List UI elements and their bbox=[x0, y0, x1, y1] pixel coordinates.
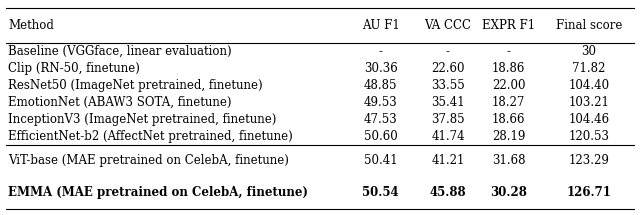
Text: InceptionV3 (ImageNet pretrained, finetune): InceptionV3 (ImageNet pretrained, finetu… bbox=[8, 113, 276, 126]
Text: 22.00: 22.00 bbox=[492, 79, 525, 92]
Text: ViT-base (MAE pretrained on CelebA, finetune): ViT-base (MAE pretrained on CelebA, fine… bbox=[8, 155, 289, 167]
Text: 50.60: 50.60 bbox=[364, 130, 397, 143]
Text: AU F1: AU F1 bbox=[362, 19, 399, 32]
Text: 45.88: 45.88 bbox=[429, 186, 467, 199]
Text: 104.46: 104.46 bbox=[568, 113, 609, 126]
Text: 49.53: 49.53 bbox=[364, 96, 397, 109]
Text: Method: Method bbox=[8, 19, 54, 32]
Text: Clip (RN-50, finetune): Clip (RN-50, finetune) bbox=[8, 62, 140, 75]
Text: 50.41: 50.41 bbox=[364, 155, 397, 167]
Text: EmotionNet (ABAW3 SOTA, finetune): EmotionNet (ABAW3 SOTA, finetune) bbox=[8, 96, 232, 109]
Text: Final score: Final score bbox=[556, 19, 622, 32]
Text: 22.60: 22.60 bbox=[431, 62, 465, 75]
Text: 120.53: 120.53 bbox=[568, 130, 609, 143]
Text: 41.21: 41.21 bbox=[431, 155, 465, 167]
Text: 41.74: 41.74 bbox=[431, 130, 465, 143]
Text: EXPR F1: EXPR F1 bbox=[482, 19, 536, 32]
Text: 18.27: 18.27 bbox=[492, 96, 525, 109]
Text: VA CCC: VA CCC bbox=[424, 19, 472, 32]
Text: 104.40: 104.40 bbox=[568, 79, 609, 92]
Text: EMMA (MAE pretrained on CelebA, finetune): EMMA (MAE pretrained on CelebA, finetune… bbox=[8, 186, 308, 199]
Text: 30.36: 30.36 bbox=[364, 62, 397, 75]
Text: 31.68: 31.68 bbox=[492, 155, 525, 167]
Text: 71.82: 71.82 bbox=[572, 62, 605, 75]
Text: 47.53: 47.53 bbox=[364, 113, 397, 126]
Text: 37.85: 37.85 bbox=[431, 113, 465, 126]
Text: EfficientNet-b2 (AffectNet pretrained, finetune): EfficientNet-b2 (AffectNet pretrained, f… bbox=[8, 130, 293, 143]
Text: ResNet50 (ImageNet pretrained, finetune): ResNet50 (ImageNet pretrained, finetune) bbox=[8, 79, 263, 92]
Text: -: - bbox=[507, 45, 511, 58]
Text: Baseline (VGGface, linear evaluation): Baseline (VGGface, linear evaluation) bbox=[8, 45, 232, 58]
Text: 28.19: 28.19 bbox=[492, 130, 525, 143]
Text: 123.29: 123.29 bbox=[568, 155, 609, 167]
Text: -: - bbox=[379, 45, 383, 58]
Text: 33.55: 33.55 bbox=[431, 79, 465, 92]
Text: 103.21: 103.21 bbox=[568, 96, 609, 109]
Text: 18.66: 18.66 bbox=[492, 113, 525, 126]
Text: 30.28: 30.28 bbox=[490, 186, 527, 199]
Text: 126.71: 126.71 bbox=[566, 186, 611, 199]
Text: 18.86: 18.86 bbox=[492, 62, 525, 75]
Text: -: - bbox=[446, 45, 450, 58]
Text: 48.85: 48.85 bbox=[364, 79, 397, 92]
Text: 30: 30 bbox=[581, 45, 596, 58]
Text: 35.41: 35.41 bbox=[431, 96, 465, 109]
Text: 50.54: 50.54 bbox=[362, 186, 399, 199]
